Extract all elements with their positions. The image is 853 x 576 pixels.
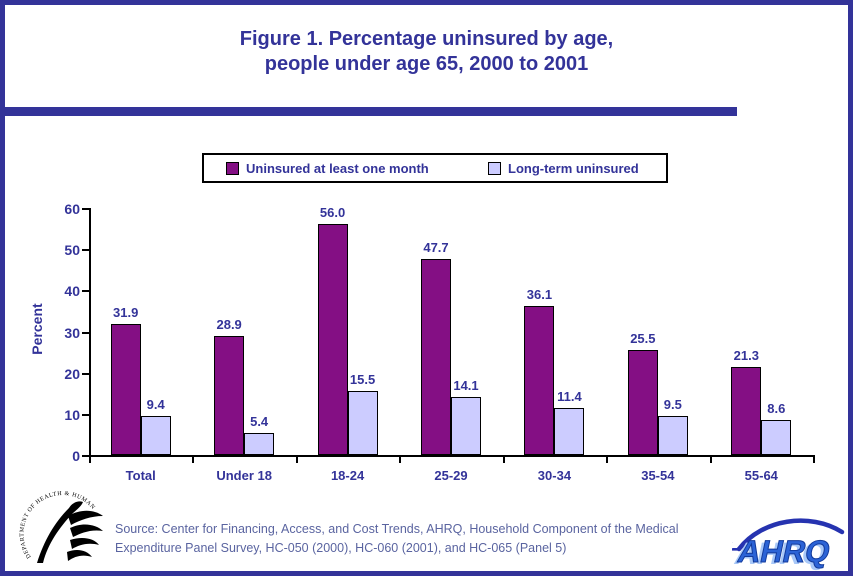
x-axis-category-label: Total <box>125 468 156 483</box>
bar-series1-55-64 <box>731 367 762 455</box>
y-axis-tick-label: 10 <box>64 406 80 423</box>
y-axis-tick-label: 20 <box>64 365 80 382</box>
x-axis-tick <box>295 457 298 463</box>
y-axis-tick <box>82 455 89 457</box>
y-axis-tick-label: 30 <box>64 324 80 341</box>
x-axis-category-label: 25-29 <box>434 468 468 483</box>
bar-value-label: 56.0 <box>319 205 346 221</box>
y-axis-tick <box>82 331 89 334</box>
y-axis-tick <box>82 249 89 252</box>
x-axis-tick <box>606 457 609 463</box>
bar-value-label: 25.5 <box>630 331 656 347</box>
bar-series1-Total <box>110 323 141 455</box>
chart-title-line2: people under age 65, 2000 to 2001 <box>264 53 589 75</box>
bar-series2-Under 18 <box>244 432 275 455</box>
x-axis-category-label: Under 18 <box>216 468 272 483</box>
title-divider-bar <box>5 107 737 116</box>
bar-series1-30-34 <box>524 306 555 455</box>
y-axis-tick <box>82 413 89 416</box>
y-axis-title: Percent <box>29 303 45 355</box>
bar-value-label: 36.1 <box>526 287 553 303</box>
legend-swatch-series1 <box>226 161 239 175</box>
bar-value-label: 21.3 <box>733 348 759 364</box>
bar-series2-Total <box>140 416 171 455</box>
x-axis-tick <box>502 457 505 463</box>
bar-series2-25-29 <box>451 396 481 455</box>
y-axis-tick-label: 40 <box>64 283 80 300</box>
bar-value-label: 5.4 <box>250 413 269 429</box>
bar-series2-35-54 <box>657 415 688 455</box>
ahrq-logo-text: AHRQ <box>735 534 834 569</box>
hhs-logo: DEPARTMENT OF HEALTH & HUMAN SERVICES • … <box>17 489 103 563</box>
bar-value-label: 8.6 <box>767 400 786 416</box>
bar-value-label: 47.7 <box>423 239 449 255</box>
bar-series2-18-24 <box>347 391 378 455</box>
ahrq-swoosh-icon <box>736 518 845 552</box>
x-axis-tick <box>89 457 91 463</box>
bar-value-label: 14.1 <box>453 377 479 393</box>
bar-value-label: 28.9 <box>216 317 242 333</box>
x-axis-tick <box>399 457 402 463</box>
chart-title: Figure 1. Percentage uninsured by age, p… <box>5 27 848 77</box>
bar-value-label: 31.9 <box>113 304 139 320</box>
bar-value-label: 9.5 <box>663 396 682 412</box>
bar-value-label: 15.5 <box>349 372 376 388</box>
y-axis-tick <box>82 372 89 375</box>
bar-series1-18-24 <box>317 224 348 455</box>
legend-label-series1: Uninsured at least one month <box>246 160 429 176</box>
y-axis-tick-label: 60 <box>64 201 80 217</box>
hhs-eagle-icon <box>37 501 103 563</box>
ahrq-logo-text-shadow: AHRQ <box>732 536 830 571</box>
bar-series1-Under 18 <box>214 336 245 455</box>
chart-title-line1: Figure 1. Percentage uninsured by age, <box>239 28 614 50</box>
y-axis-tick-label: 0 <box>72 448 80 464</box>
x-axis-category-label: 30-34 <box>537 468 572 483</box>
legend-item-uninsured-one-month: Uninsured at least one month <box>226 155 429 181</box>
bar-series1-35-54 <box>627 350 658 455</box>
source-note: Source: Center for Financing, Access, an… <box>115 520 730 558</box>
bar-series2-30-34 <box>554 408 585 455</box>
plot-area: Percent 0 10 20 30 40 50 60 31.9 9.4 Total 28.9 5.4… <box>5 5 848 571</box>
x-axis-tick <box>813 457 815 463</box>
y-axis-tick <box>82 208 89 210</box>
ahrq-speed-lines-icon <box>732 542 751 557</box>
ahrq-logo: AHRQ AHRQ <box>732 518 845 571</box>
bar-series1-25-29 <box>421 258 451 455</box>
source-note-line1: Source: Center for Financing, Access, an… <box>115 522 679 536</box>
x-axis-tick <box>192 457 195 463</box>
x-axis-category-label: 18-24 <box>330 468 365 483</box>
legend-swatch-series2 <box>488 161 501 175</box>
legend-item-long-term: Long-term uninsured <box>488 155 639 181</box>
legend-label-series2: Long-term uninsured <box>508 160 639 176</box>
bar-series2-55-64 <box>761 419 792 455</box>
x-axis-category-label: 35-54 <box>641 468 675 483</box>
bar-value-label: 11.4 <box>557 389 582 405</box>
source-note-line2: Expenditure Panel Survey, HC-050 (2000),… <box>115 541 567 555</box>
x-axis-category-label: 55-64 <box>744 468 778 483</box>
y-axis-tick <box>82 290 89 293</box>
x-axis-line <box>89 455 815 457</box>
y-axis-line <box>89 208 91 455</box>
bar-value-label: 9.4 <box>146 397 165 413</box>
y-axis-tick-label: 50 <box>64 242 80 259</box>
chart-legend: Uninsured at least one month Long-term u… <box>202 153 668 183</box>
x-axis-tick <box>709 457 712 463</box>
